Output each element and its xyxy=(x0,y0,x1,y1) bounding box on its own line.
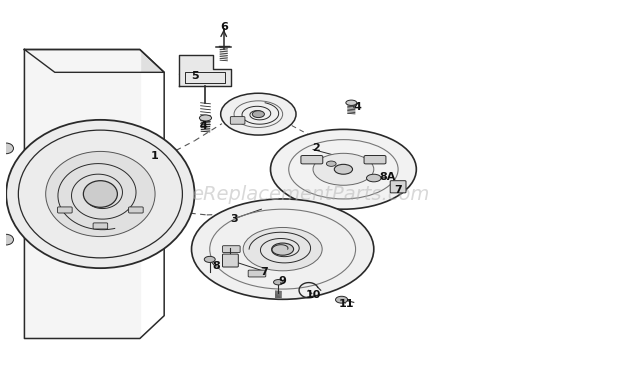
FancyBboxPatch shape xyxy=(93,223,108,229)
Ellipse shape xyxy=(243,227,322,271)
Text: 11: 11 xyxy=(339,299,354,309)
Ellipse shape xyxy=(46,151,155,237)
Ellipse shape xyxy=(272,243,294,255)
Ellipse shape xyxy=(83,181,117,207)
Ellipse shape xyxy=(313,153,374,185)
FancyBboxPatch shape xyxy=(364,156,386,164)
Text: 1: 1 xyxy=(151,151,159,161)
FancyBboxPatch shape xyxy=(58,207,72,213)
Polygon shape xyxy=(179,55,231,86)
FancyBboxPatch shape xyxy=(128,207,143,213)
Ellipse shape xyxy=(335,296,348,303)
Text: 10: 10 xyxy=(306,290,321,300)
Text: 5: 5 xyxy=(191,71,198,81)
Ellipse shape xyxy=(6,120,195,268)
Ellipse shape xyxy=(252,111,264,118)
Polygon shape xyxy=(24,50,140,338)
Polygon shape xyxy=(24,50,164,72)
Text: 3: 3 xyxy=(230,214,238,224)
Text: 8: 8 xyxy=(212,261,219,271)
Text: 4: 4 xyxy=(353,102,361,111)
Ellipse shape xyxy=(204,256,215,262)
Ellipse shape xyxy=(346,100,356,106)
Ellipse shape xyxy=(192,199,374,299)
Ellipse shape xyxy=(366,174,381,182)
FancyBboxPatch shape xyxy=(390,181,406,193)
Ellipse shape xyxy=(0,234,14,245)
Ellipse shape xyxy=(0,143,14,154)
FancyBboxPatch shape xyxy=(248,270,266,277)
FancyBboxPatch shape xyxy=(223,254,238,267)
Text: 8A: 8A xyxy=(379,172,396,182)
Text: 4: 4 xyxy=(200,121,208,130)
Text: 7: 7 xyxy=(260,267,268,277)
Text: 9: 9 xyxy=(279,277,286,286)
Ellipse shape xyxy=(326,161,336,166)
Ellipse shape xyxy=(200,115,211,121)
Text: 7: 7 xyxy=(394,185,402,195)
Ellipse shape xyxy=(270,129,416,209)
Ellipse shape xyxy=(221,93,296,135)
FancyBboxPatch shape xyxy=(223,246,240,253)
Ellipse shape xyxy=(334,165,353,174)
FancyBboxPatch shape xyxy=(231,117,245,124)
FancyBboxPatch shape xyxy=(301,156,323,164)
Ellipse shape xyxy=(273,279,283,285)
Text: eReplacementParts.com: eReplacementParts.com xyxy=(191,185,429,203)
Text: 2: 2 xyxy=(312,144,320,153)
Text: 6: 6 xyxy=(219,22,228,32)
